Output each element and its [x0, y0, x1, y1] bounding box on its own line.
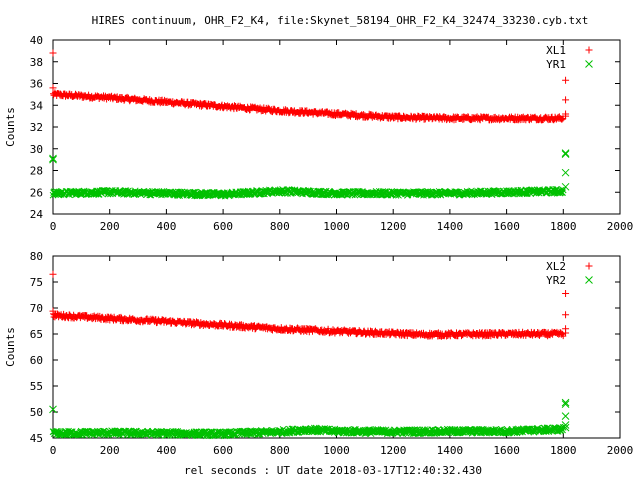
top-x-tick-label: 1400 — [437, 220, 464, 233]
bottom-y-tick-label: 80 — [30, 250, 43, 263]
top-y-tick-label: 34 — [30, 99, 44, 112]
bottom-x-tick-label: 1800 — [550, 444, 577, 457]
top-x-tick-label: 600 — [213, 220, 233, 233]
top-xl1-outlier-point — [562, 76, 570, 84]
bottom-y-tick-label: 75 — [30, 276, 43, 289]
top-y-tick-label: 40 — [30, 34, 43, 47]
chart-title: HIRES continuum, OHR_F2_K4, file:Skynet_… — [92, 14, 589, 27]
bottom-y-tick-label: 50 — [30, 406, 43, 419]
bottom-panel: Counts 0 200 400 600 800 1000 1200 1400 1600 1800… — [4, 250, 633, 457]
top-series-xl1 — [49, 49, 570, 124]
top-xl1-outlier-point — [49, 49, 57, 57]
bottom-x-tick-label: 2000 — [607, 444, 634, 457]
top-xl1-outlier-point — [562, 112, 570, 120]
top-yr1-outlier-point — [561, 149, 570, 157]
bottom-y-tick-label: 60 — [30, 354, 43, 367]
bottom-yr2-outlier-point — [561, 423, 570, 432]
bottom-series-yr2 — [49, 398, 570, 440]
top-legend-marker-yr1 — [585, 60, 593, 68]
top-legend-label-yr1: YR1 — [546, 58, 566, 71]
bottom-xl2-points — [50, 310, 567, 340]
bottom-x-tick-label: 200 — [100, 444, 120, 457]
bottom-legend-label-yr2: YR2 — [546, 274, 566, 287]
top-legend-label-xl1: XL1 — [546, 44, 566, 57]
top-xl1-outlier-point — [562, 96, 570, 104]
top-x-tick-label: 400 — [156, 220, 176, 233]
bottom-x-tick-label: 800 — [270, 444, 290, 457]
bottom-yr2-outlier-point — [561, 400, 570, 409]
bottom-plot-frame — [52, 255, 621, 439]
top-yr1-outlier-point — [49, 155, 57, 164]
bottom-legend-label-xl2: XL2 — [546, 260, 566, 273]
bottom-xl2-outlier-point — [49, 270, 57, 278]
bottom-x-tick-label: 1600 — [493, 444, 520, 457]
top-y-axis-label: Counts — [4, 107, 17, 147]
top-series-yr1 — [49, 149, 570, 200]
bottom-x-tick-label: 0 — [50, 444, 57, 457]
top-xl1-outlier-point — [49, 84, 57, 92]
bottom-y-tick-label: 70 — [30, 302, 43, 315]
top-y-tick-label: 24 — [30, 208, 44, 221]
top-x-tick-label: 1000 — [323, 220, 350, 233]
top-xl1-points — [50, 89, 567, 124]
bottom-x-tick-label: 1400 — [437, 444, 464, 457]
bottom-yr2-outlier-point — [561, 412, 570, 421]
x-axis-label: rel seconds : UT date 2018-03-17T12:40:3… — [184, 464, 482, 477]
bottom-x-tick-label: 1000 — [323, 444, 350, 457]
bottom-xl2-outlier-point — [562, 289, 570, 297]
bottom-y-tick-label: 55 — [30, 380, 43, 393]
bottom-legend-marker-xl2 — [585, 262, 593, 270]
bottom-xl2-outlier-point — [562, 329, 570, 337]
bottom-y-axis-label: Counts — [4, 327, 17, 367]
top-yr1-outlier-point — [49, 154, 57, 163]
top-panel: Counts 0 200 400 600 800 1000 1200 1400 1600 1800… — [4, 34, 633, 233]
bottom-y-tick-label: 65 — [30, 328, 43, 341]
top-y-tick-label: 38 — [30, 56, 43, 69]
bottom-yr2-outlier-point — [561, 421, 570, 429]
bottom-yr2-outlier-point — [561, 398, 570, 407]
top-y-tick-label: 26 — [30, 186, 43, 199]
bottom-xl2-outlier-point — [49, 307, 57, 315]
bottom-x-tick-label: 400 — [156, 444, 176, 457]
top-y-tick-label: 36 — [30, 78, 43, 91]
top-y-tick-label: 28 — [30, 165, 43, 178]
top-x-tick-label: 0 — [50, 220, 57, 233]
top-x-tick-label: 2000 — [607, 220, 634, 233]
bottom-y-tick-label: 45 — [30, 432, 43, 445]
top-yr1-points — [49, 186, 567, 200]
top-yr1-outlier-point — [561, 182, 570, 191]
bottom-xl2-outlier-point — [562, 311, 570, 319]
bottom-legend-marker-yr2 — [585, 276, 593, 284]
top-x-tick-label: 1800 — [550, 220, 577, 233]
bottom-x-tick-label: 600 — [213, 444, 233, 457]
bottom-yr2-points — [49, 424, 567, 440]
top-yr1-outlier-point — [561, 150, 570, 159]
top-x-tick-label: 800 — [270, 220, 290, 233]
top-legend-marker-xl1 — [585, 46, 593, 54]
bottom-x-tick-label: 1200 — [380, 444, 407, 457]
top-y-tick-label: 30 — [30, 143, 43, 156]
top-x-tick-label: 200 — [100, 220, 120, 233]
top-yr1-outlier-point — [561, 168, 570, 177]
top-y-tick-label: 32 — [30, 121, 43, 134]
bottom-yr2-outlier-point — [49, 405, 57, 414]
top-x-tick-label: 1600 — [493, 220, 520, 233]
bottom-series-xl2 — [49, 270, 570, 340]
top-x-tick-label: 1200 — [380, 220, 407, 233]
